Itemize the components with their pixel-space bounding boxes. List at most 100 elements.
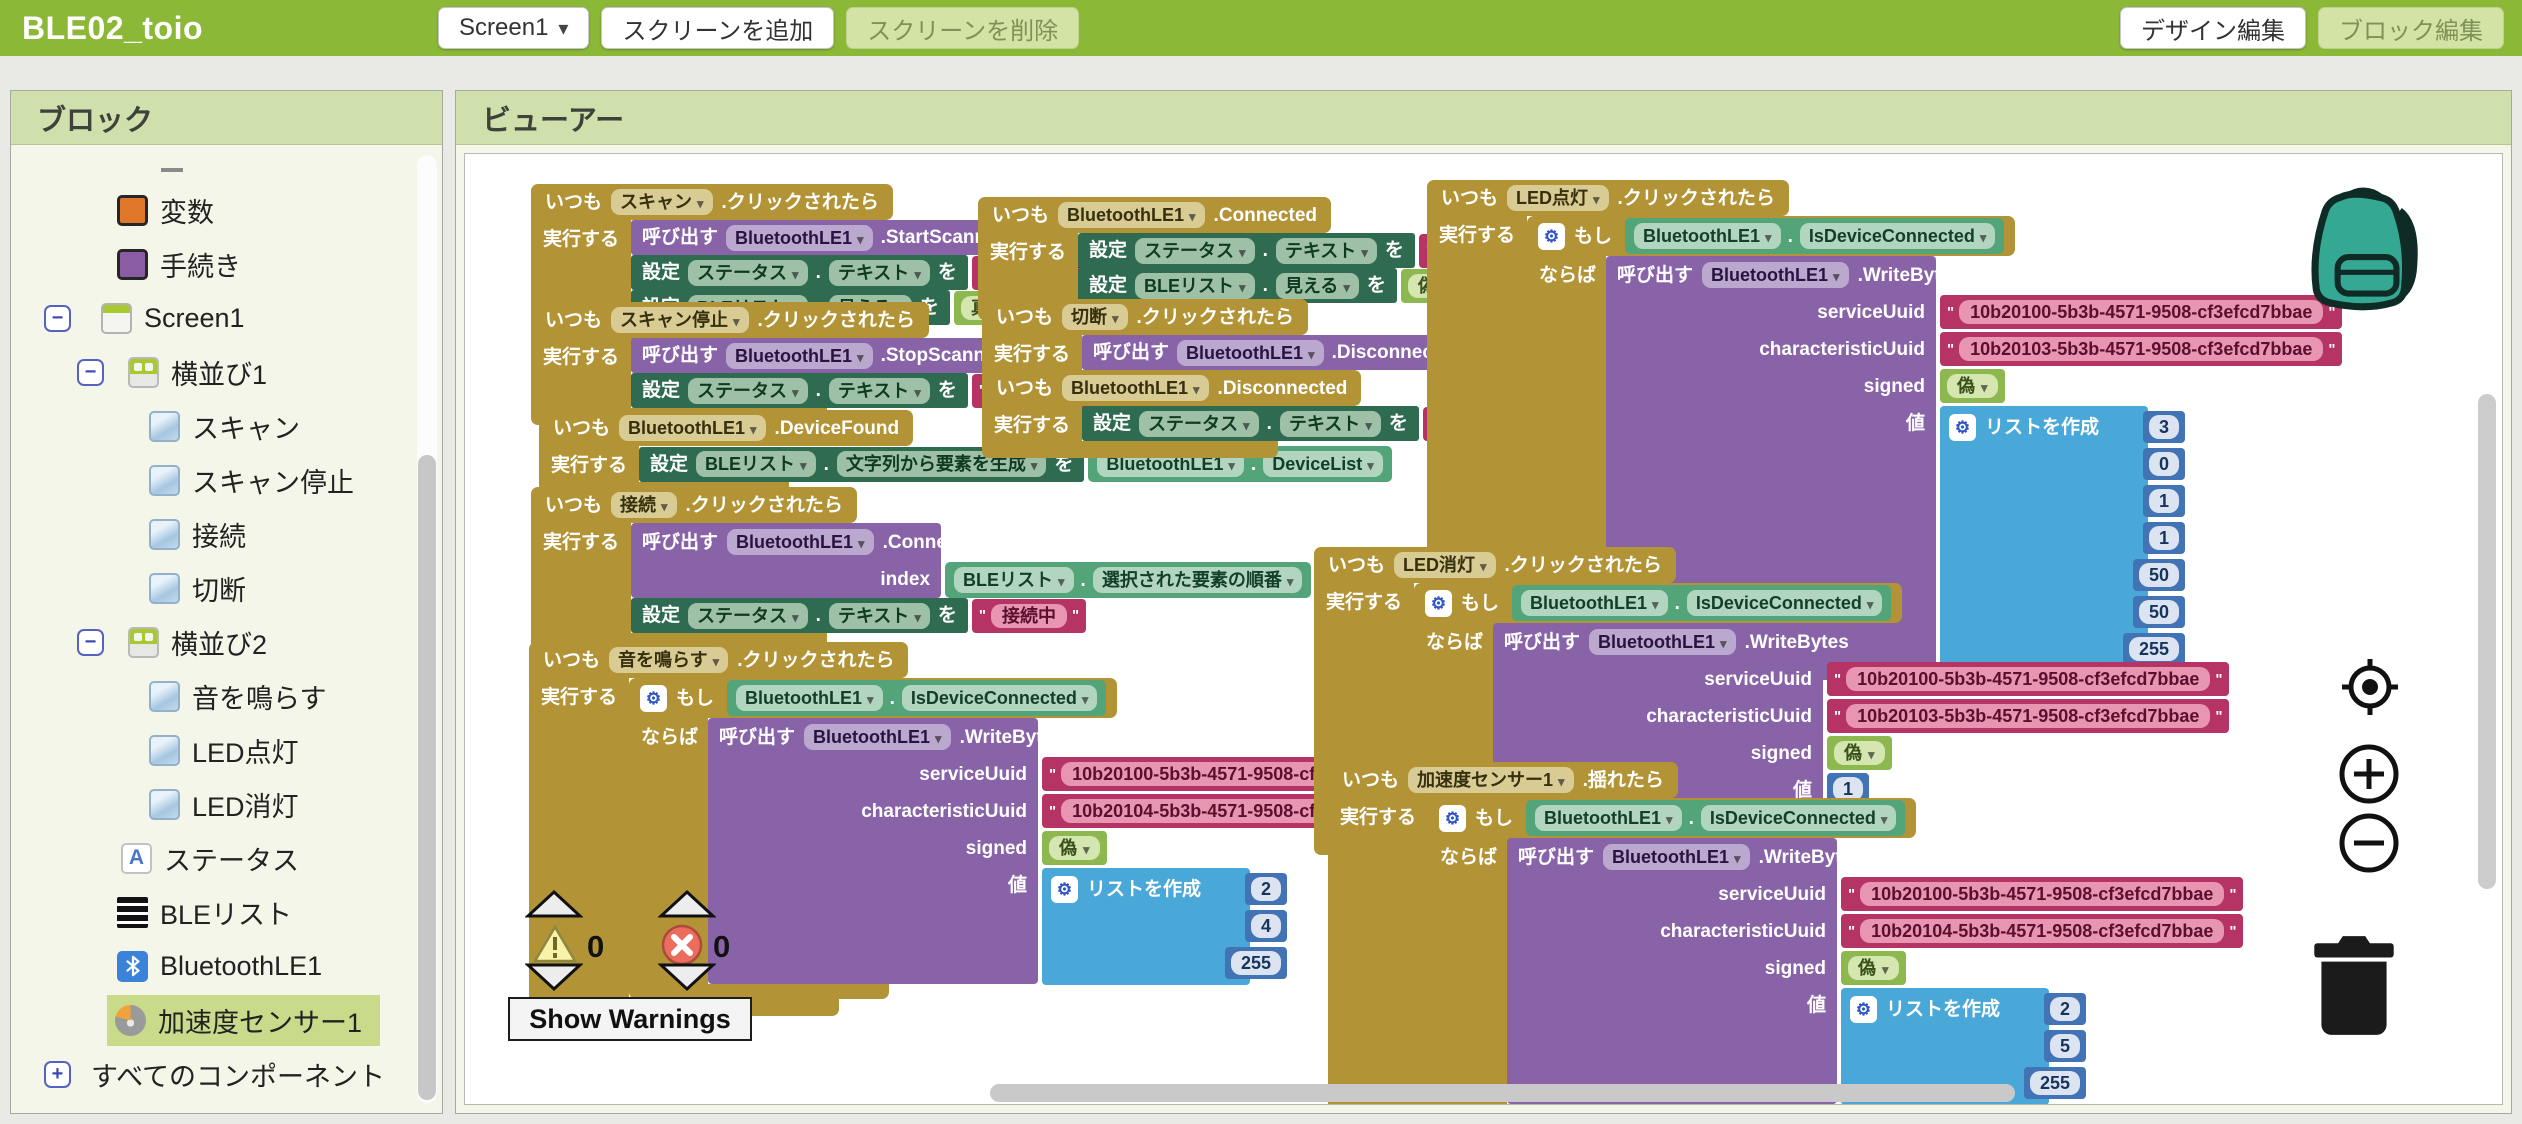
design-editor-button[interactable]: デザイン編集 (2120, 7, 2306, 49)
logic-false-block[interactable]: 偽 (1940, 369, 2005, 403)
text-string-block[interactable]: " 接続中 " (971, 598, 1087, 633)
property-dropdown[interactable]: IsDeviceConnected (1700, 805, 1897, 831)
tree-item-led-off[interactable]: LED消灯 (11, 777, 442, 831)
component-dropdown[interactable]: ステータス (688, 377, 808, 404)
getter-selection-index-block[interactable]: BLEリスト.選択された要素の順番 (945, 562, 1312, 598)
tree-item-procedures[interactable]: 手続き (11, 237, 442, 291)
text-string-block[interactable]: " 10b20103-5b3b-4571-9508-cf3efcd7bbae " (1940, 332, 2343, 366)
property-dropdown[interactable]: IsDeviceConnected (1686, 590, 1883, 616)
component-dropdown[interactable]: 接続 (611, 492, 677, 518)
property-dropdown[interactable]: 選択された要素の順番 (1092, 567, 1303, 593)
number-block[interactable]: 3 (2143, 411, 2186, 443)
collapse-icon[interactable] (44, 304, 71, 332)
number-block[interactable]: 2 (1245, 873, 1288, 905)
number-block[interactable]: 0 (2143, 448, 2186, 480)
number-block[interactable]: 1 (2143, 485, 2186, 517)
getter-is-device-connected-block[interactable]: BluetoothLE1.IsDeviceConnected (1526, 800, 1906, 836)
getter-is-device-connected-block[interactable]: BluetoothLE1.IsDeviceConnected (1625, 218, 2005, 254)
number-block[interactable]: 4 (1245, 910, 1288, 942)
number-block[interactable]: 1 (2143, 522, 2186, 554)
component-dropdown[interactable]: ステータス (688, 259, 808, 286)
logic-false-block[interactable]: 偽 (1827, 736, 1892, 770)
zoom-in-icon[interactable] (2337, 742, 2401, 806)
component-dropdown[interactable]: BluetoothLE1 (1603, 844, 1750, 870)
tree-item-ble-list[interactable]: BLEリスト (11, 885, 442, 939)
collapse-icon[interactable] (77, 358, 104, 386)
number-block[interactable]: 50 (2133, 559, 2186, 591)
component-dropdown[interactable]: BluetoothLE1 (726, 224, 873, 251)
getter-is-device-connected-block[interactable]: BluetoothLE1.IsDeviceConnected (727, 680, 1107, 716)
remove-screen-button[interactable]: スクリーンを削除 (846, 7, 1080, 49)
text-string-block[interactable]: " 10b20103-5b3b-4571-9508-cf3efcd7bbae " (1827, 699, 2230, 733)
errors-down-arrow[interactable] (658, 962, 716, 992)
component-dropdown[interactable]: BluetoothLE1 (1177, 339, 1324, 366)
warnings-up-arrow[interactable] (525, 889, 583, 919)
component-dropdown[interactable]: 加速度センサー1 (1408, 767, 1574, 793)
add-screen-button[interactable]: スクリーンを追加 (601, 7, 835, 49)
component-dropdown[interactable]: BluetoothLE1 (726, 342, 873, 369)
gear-icon[interactable] (1425, 589, 1453, 617)
screen-selector-dropdown[interactable]: Screen1 (438, 7, 590, 49)
property-dropdown[interactable]: テキスト (1279, 410, 1381, 437)
tree-item-sound[interactable]: 音を鳴らす (11, 669, 442, 723)
number-block[interactable]: 255 (2023, 1067, 2087, 1099)
component-dropdown[interactable]: BluetoothLE1 (736, 685, 883, 711)
component-dropdown[interactable]: LED消灯 (1394, 552, 1496, 578)
collapse-icon[interactable] (77, 628, 104, 656)
component-dropdown[interactable]: BluetoothLE1 (804, 724, 951, 750)
component-dropdown[interactable]: ステータス (688, 602, 808, 629)
text-string-block[interactable]: "10b20100-5b3b-4571-9508-cf3efcd7bbae" (1827, 662, 2230, 696)
tree-item-scan[interactable]: スキャン (11, 399, 442, 453)
property-dropdown[interactable]: DeviceList (1263, 451, 1383, 477)
property-dropdown[interactable]: テキスト (828, 602, 930, 629)
text-string-block[interactable]: "10b20104-5b3b-4571-9508-cf3efcd7bbae" (1841, 914, 2244, 948)
component-dropdown[interactable]: BluetoothLE1 (1062, 375, 1209, 401)
palette-scrollbar-thumb[interactable] (418, 455, 436, 1100)
palette-scrollbar[interactable] (417, 155, 437, 1103)
tree-item-scan-stop[interactable]: スキャン停止 (11, 453, 442, 507)
component-dropdown[interactable]: BLEリスト (696, 451, 816, 477)
tree-item-screen1[interactable]: Screen1 (11, 291, 442, 345)
tree-item-variables[interactable]: 変数 (11, 183, 442, 237)
component-dropdown[interactable]: ステータス (1139, 410, 1259, 437)
backpack-icon[interactable] (2290, 180, 2438, 322)
component-dropdown[interactable]: BluetoothLE1 (727, 529, 874, 555)
component-dropdown[interactable]: スキャン (611, 189, 713, 215)
tree-item-accelerometer[interactable]: 加速度センサー1 (11, 993, 442, 1047)
number-block[interactable]: 255 (2122, 633, 2186, 665)
text-string-block[interactable]: "10b20100-5b3b-4571-9508-cf3efcd7bbae" (1940, 295, 2343, 329)
component-dropdown[interactable]: 切断 (1062, 304, 1128, 330)
component-dropdown[interactable]: BluetoothLE1 (1702, 262, 1849, 288)
component-dropdown[interactable]: BluetoothLE1 (1589, 629, 1736, 655)
zoom-out-icon[interactable] (2337, 811, 2401, 875)
number-block[interactable]: 50 (2133, 596, 2186, 628)
property-dropdown[interactable]: IsDeviceConnected (1799, 223, 1996, 249)
number-block[interactable]: 2 (2044, 993, 2087, 1025)
errors-up-arrow[interactable] (658, 889, 716, 919)
tree-item-harrange1[interactable]: 横並び1 (11, 345, 442, 399)
trash-icon[interactable] (2308, 927, 2400, 1039)
property-dropdown[interactable]: テキスト (828, 259, 930, 286)
property-dropdown[interactable]: IsDeviceConnected (901, 685, 1098, 711)
component-dropdown[interactable]: BLEリスト (954, 567, 1074, 593)
tree-item-disconnect[interactable]: 切断 (11, 561, 442, 615)
gear-icon[interactable] (1538, 222, 1566, 250)
property-dropdown[interactable]: テキスト (828, 377, 930, 404)
show-warnings-button[interactable]: Show Warnings (508, 997, 752, 1041)
component-dropdown[interactable]: BluetoothLE1 (1521, 590, 1668, 616)
